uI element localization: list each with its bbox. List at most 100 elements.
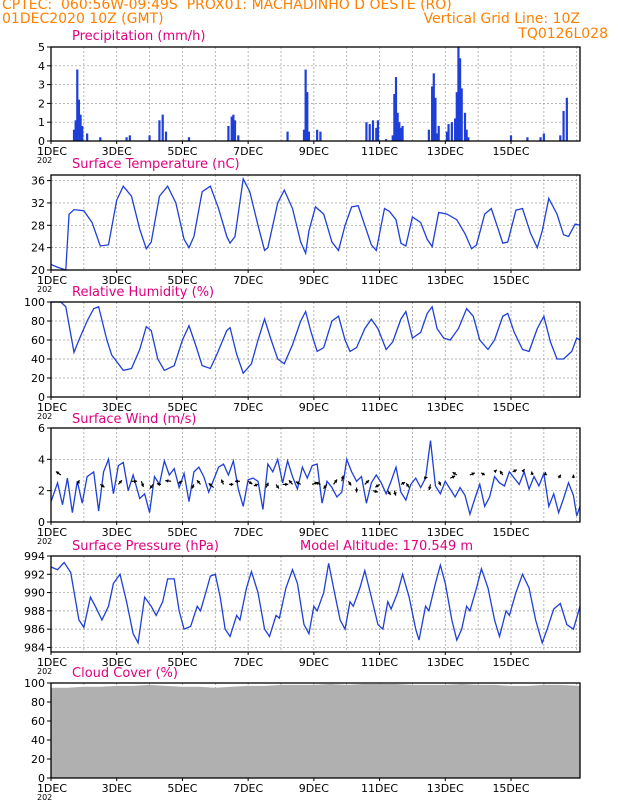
precip-bar [376,120,380,141]
precip-bar [437,125,440,141]
wind-arrow-head [140,483,145,487]
series-line [51,301,581,375]
y-tick-label: 80 [31,315,45,328]
y-tick-label: 0 [38,516,45,529]
precip-bar [74,120,77,141]
y-tick-label: 60 [31,334,45,347]
precip-bar [306,92,309,141]
panel-frame [50,682,581,779]
wind-arrow-head [393,492,397,496]
precip-bar [368,124,371,141]
x-tick-label: 3DEC [102,656,132,669]
header-grid-info: Vertical Grid Line: 10Z [423,11,580,27]
y-tick-label: 100 [24,677,45,690]
precip-bar [539,137,542,141]
y-tick-label: 1 [38,116,45,129]
y-tick-label: 24 [31,242,45,255]
wind-arrow-head [118,480,122,484]
x-tick-label: 3DEC [102,526,132,539]
wind-arrow-head [100,484,105,488]
x-tick-label: 9DEC [299,526,329,539]
x-tick-label: 7DEC [233,145,263,158]
x-tick-label: 5DEC [167,526,197,539]
wind-arrow-head [347,481,352,486]
wind-arrow-head [156,482,161,486]
x-tick-label: 15DEC [492,782,529,795]
precip-bar [365,122,368,141]
precip-bar [396,112,399,141]
y-tick-label: 36 [31,175,45,188]
x-tick-label: 5DEC [167,274,197,287]
wind-arrow-head [76,480,80,484]
precip-bar [233,120,237,141]
precip-bar [230,116,233,141]
precip-bar [394,77,398,141]
precip-bar [509,135,513,141]
x-tick-label: 1DEC [37,274,67,287]
wind-arrow-head [150,485,154,489]
x-tick-label: 9DEC [299,401,329,414]
x-tick-label: 7DEC [233,274,263,287]
y-tick-label: 3 [38,79,45,92]
wind-arrow-head [178,480,182,484]
precip-bar [435,133,439,141]
x-tick-label: 5DEC [167,145,197,158]
precip-bar [128,135,131,141]
y-tick-label: 2 [38,485,45,498]
x-tick-sublabel: 202 [37,667,52,676]
precip-bar [99,137,102,141]
panel-frame [50,174,581,271]
wind-arrow-head [493,469,497,474]
wind-arrow-head [543,472,548,476]
wind-arrow-head [499,470,504,475]
x-tick-label: 11DEC [361,145,398,158]
x-tick-label: 15DEC [492,656,529,669]
x-tick-label: 3DEC [102,782,132,795]
y-tick-label: 6 [38,422,45,435]
x-tick-label: 7DEC [233,526,263,539]
x-tick-label: 3DEC [102,274,132,287]
wind-arrow-head [229,482,233,487]
series-line [50,176,581,271]
precip-bar [237,135,240,141]
y-tick-label: 100 [24,296,45,309]
wind-arrow-head [285,482,289,487]
wind-arrow-head [55,471,60,475]
x-tick-label: 15DEC [492,274,529,287]
x-tick-sublabel: 202 [37,412,52,421]
wind-arrow-head [323,485,327,489]
precip-bar [77,99,81,141]
wind-arrow-head [191,485,195,489]
x-tick-label: 11DEC [361,274,398,287]
wind-arrow-head [530,471,535,475]
wind-arrow-head [521,469,525,473]
wind-arrow-head [365,480,369,484]
y-tick-label: 992 [24,568,45,581]
wind-arrow-head [134,479,138,484]
precip-bar [375,127,378,141]
y-tick-label: 994 [24,550,45,563]
x-tick-label: 13DEC [427,526,464,539]
wind-arrow-head [208,483,213,487]
x-tick-label: 11DEC [361,401,398,414]
x-tick-label: 13DEC [427,656,464,669]
x-tick-label: 1DEC [37,145,67,158]
precip-bar [434,97,437,141]
panel-title: Cloud Cover (%) [72,666,178,681]
x-tick-label: 5DEC [167,656,197,669]
wind-arrow-head [424,476,428,480]
precip-bar [542,133,545,141]
precip-bar [460,88,463,141]
precip-bar [304,69,307,141]
precip-bar [319,131,322,141]
x-tick-label: 15DEC [492,401,529,414]
panel-title: Surface Wind (m/s) [72,412,196,427]
x-tick-sublabel: 202 [37,793,52,800]
y-tick-label: 28 [31,219,45,232]
precip-bar [458,58,462,141]
precip-bar [399,127,403,141]
y-tick-label: 984 [24,641,45,654]
y-tick-label: 40 [31,734,45,747]
x-tick-label: 11DEC [361,656,398,669]
